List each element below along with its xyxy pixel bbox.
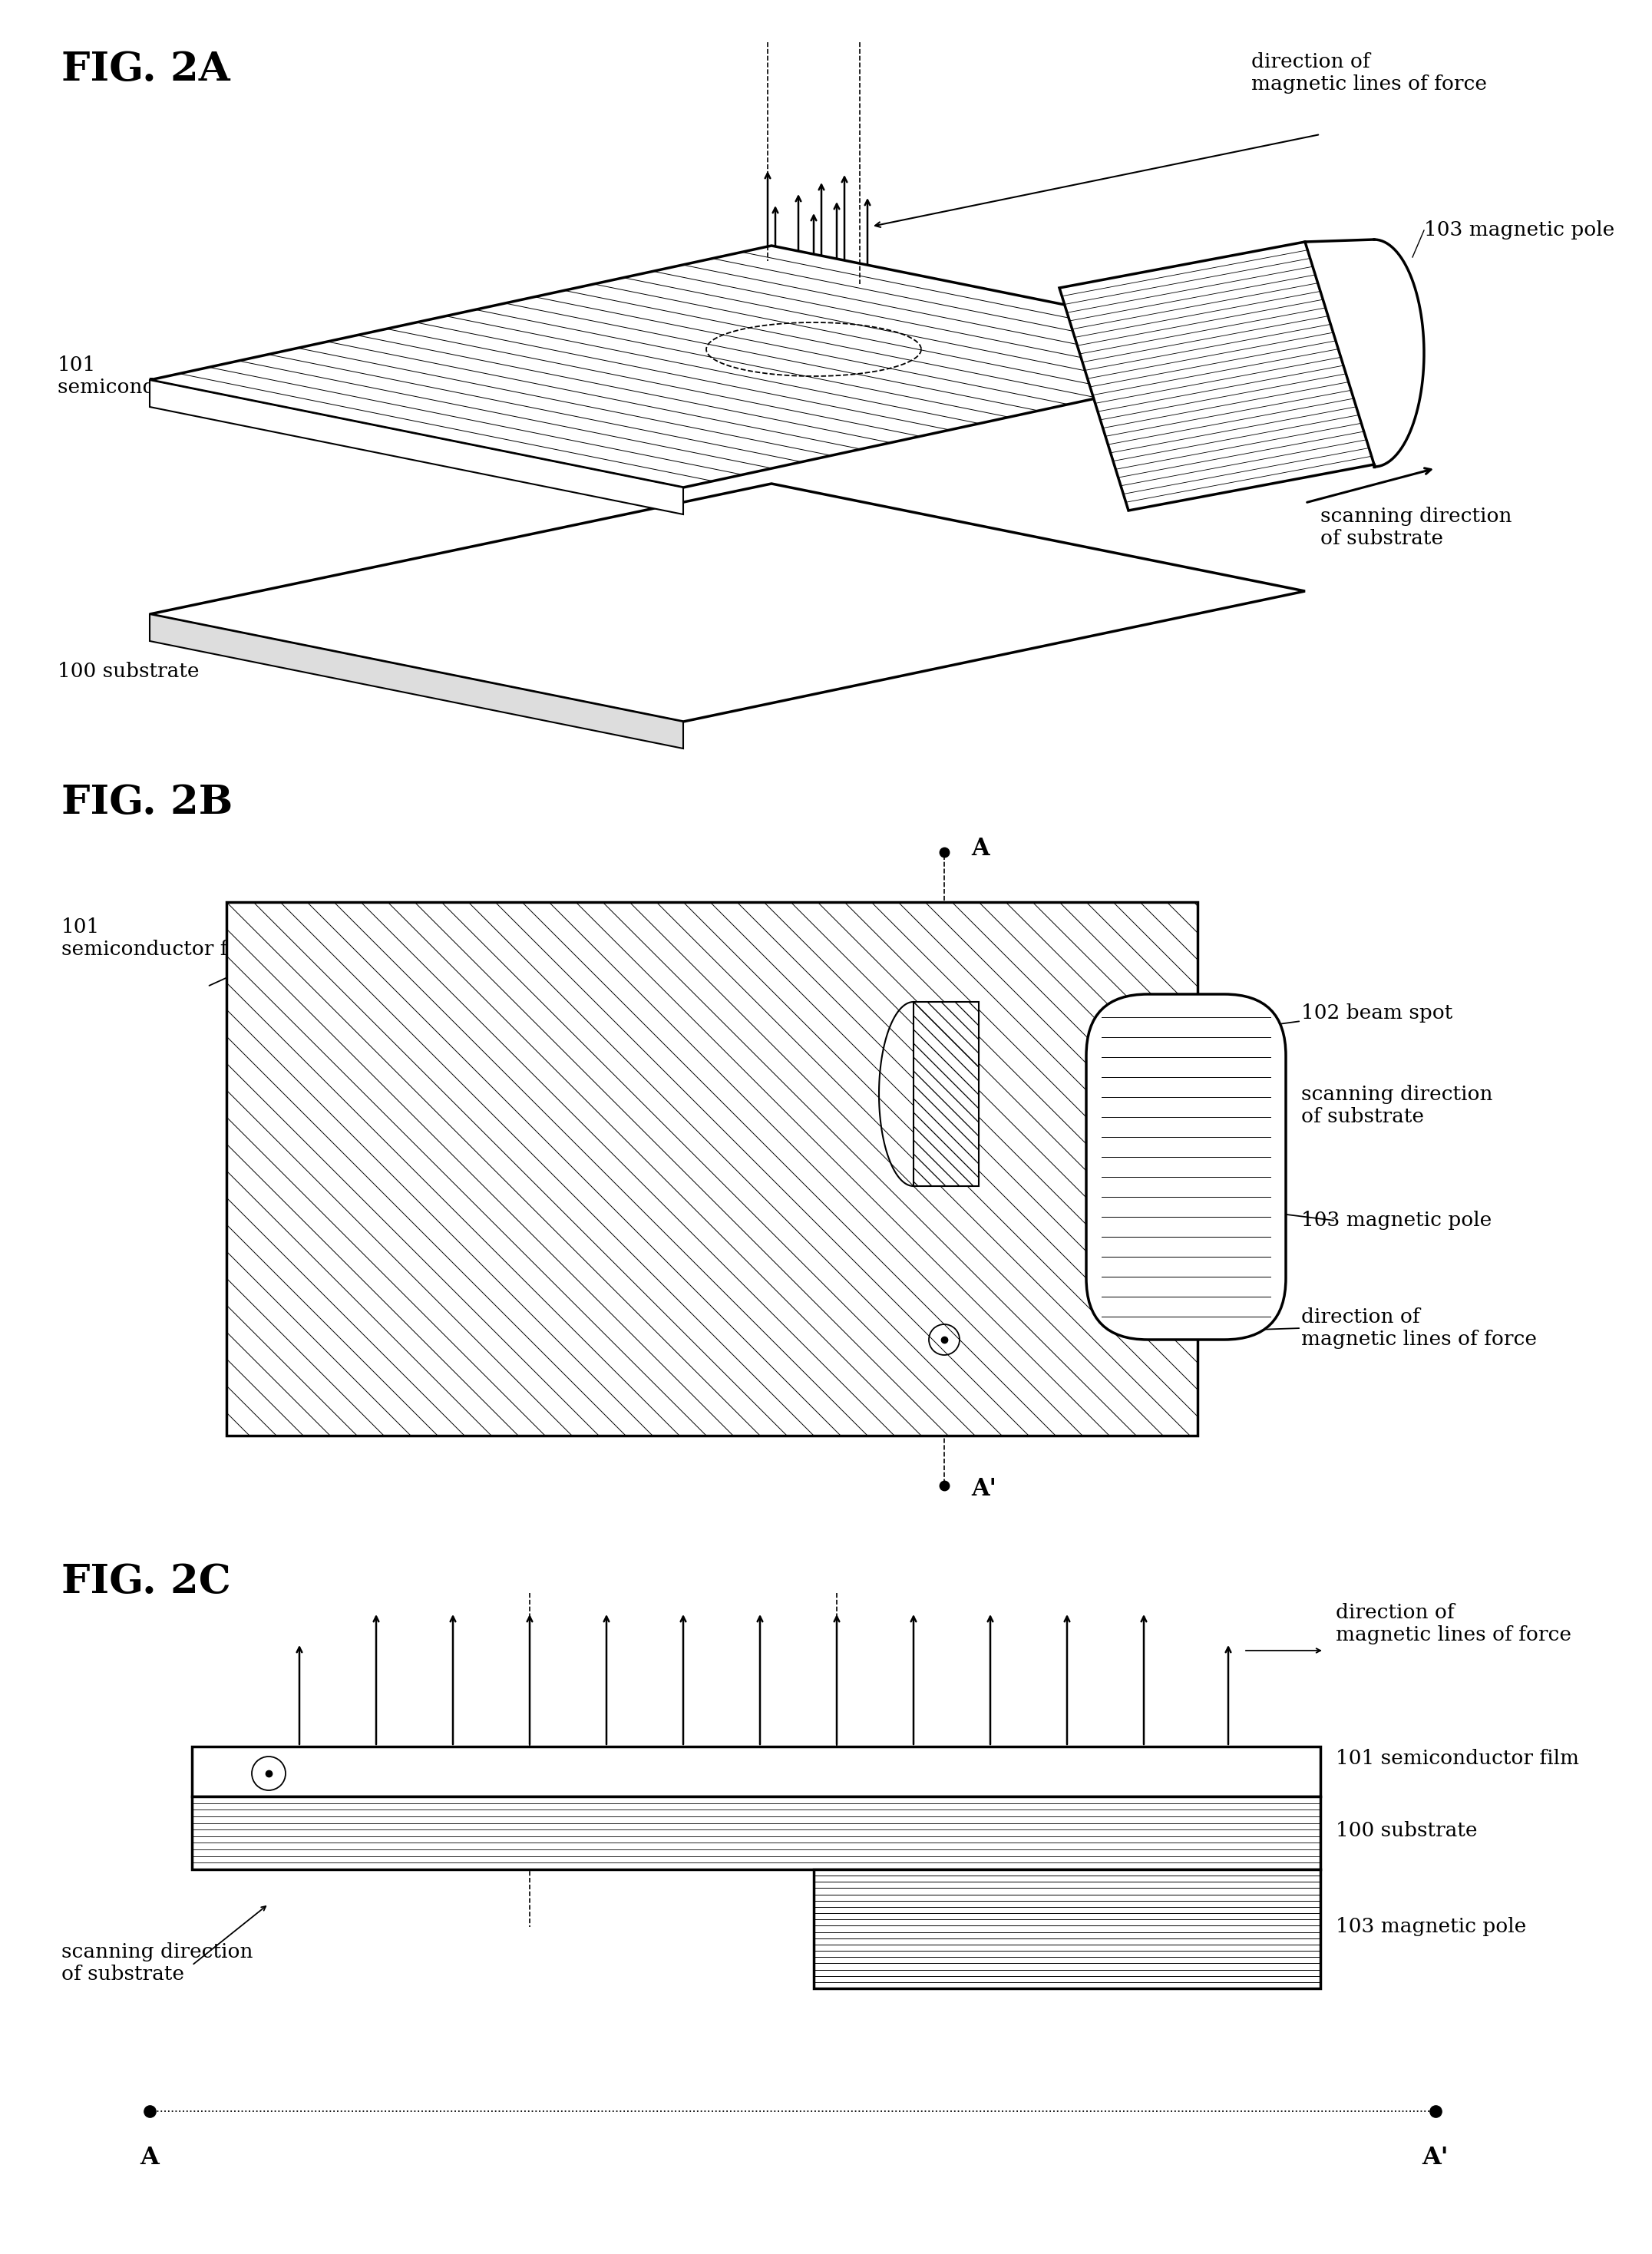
Text: FIG. 2C: FIG. 2C [61,1562,231,1600]
Polygon shape [150,485,1305,721]
Text: scanning direction
of substrate: scanning direction of substrate [1302,1084,1493,1127]
Bar [192,1796,1320,1869]
Text: scanning direction
of substrate: scanning direction of substrate [1320,507,1512,548]
Text: 103 magnetic pole: 103 magnetic pole [1336,1918,1526,1936]
FancyBboxPatch shape [1087,994,1285,1339]
Text: FIG. 2B: FIG. 2B [61,782,233,823]
Text: 100 substrate: 100 substrate [1336,1821,1477,1842]
Polygon shape [150,381,684,514]
Text: 100 substrate: 100 substrate [58,663,200,681]
Text: 103 magnetic pole: 103 magnetic pole [1424,221,1614,239]
Text: 101
semiconductor film: 101 semiconductor film [61,917,259,958]
Text: 101
semiconductor film: 101 semiconductor film [58,356,256,397]
Text: 102 beam spot: 102 beam spot [1302,1003,1452,1023]
Bar [192,1747,1320,1796]
Text: 103 magnetic pole: 103 magnetic pole [1302,1210,1492,1231]
Text: A': A' [971,1476,996,1501]
Text: scanning direction
of substrate: scanning direction of substrate [61,1943,253,1984]
Bar [226,902,1198,1436]
Text: 101 semiconductor film: 101 semiconductor film [1336,1749,1579,1767]
Bar [814,1869,1320,1988]
Bar [914,1001,978,1186]
Text: A: A [140,2146,159,2171]
Text: A: A [971,836,990,861]
Text: Wm1: Wm1 [322,1161,372,1177]
Text: Wb: Wb [502,1084,535,1102]
Text: 102 beam spot: 102 beam spot [406,336,558,356]
Text: direction of
magnetic lines of force: direction of magnetic lines of force [1336,1603,1571,1645]
Polygon shape [150,246,1305,487]
Polygon shape [150,613,684,748]
Text: FIG. 2A: FIG. 2A [61,50,230,90]
Text: direction of
magnetic lines of force: direction of magnetic lines of force [1302,1307,1536,1348]
Polygon shape [1059,241,1374,509]
Text: direction of
magnetic lines of force: direction of magnetic lines of force [1251,52,1487,95]
Text: A': A' [1422,2146,1449,2171]
